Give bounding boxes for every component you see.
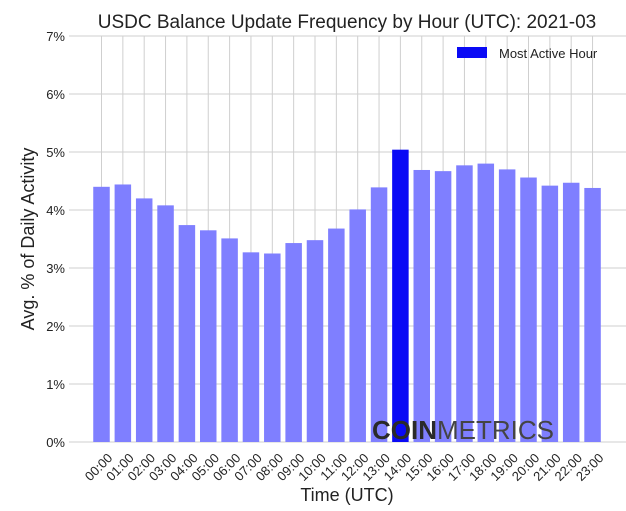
bar: [135, 198, 153, 442]
legend-label: Most Active Hour: [499, 46, 598, 61]
svg-text:COINMETRICS: COINMETRICS: [372, 415, 554, 445]
legend: Most Active Hour: [457, 46, 598, 61]
bar: [200, 230, 217, 442]
y-tick-label: 3%: [46, 261, 65, 276]
bars: [93, 149, 601, 443]
legend-swatch: [457, 47, 487, 58]
watermark-light: METRICS: [437, 415, 554, 445]
bar: [541, 185, 559, 442]
bar: [477, 163, 495, 442]
y-tick-labels: 0% 1% 2% 3% 4% 5% 6% 7%: [46, 29, 65, 450]
bar: [413, 169, 430, 443]
bar: [221, 238, 238, 442]
bar: [349, 209, 366, 442]
x-tick-labels: 00:0001:0002:0003:0004:0005:0006:0007:00…: [82, 450, 607, 484]
bar: [434, 171, 452, 442]
y-tick-label: 5%: [46, 145, 65, 160]
bar: [328, 228, 345, 442]
bar: [93, 186, 110, 442]
chart-title: USDC Balance Update Frequency by Hour (U…: [98, 12, 596, 33]
bar: [520, 177, 537, 442]
y-tick-label: 4%: [46, 203, 65, 218]
bar: [114, 184, 132, 443]
bar: [157, 205, 174, 442]
bar: [562, 182, 580, 443]
bar-most-active-hour: [392, 149, 409, 442]
y-axis-label: Avg. % of Daily Activity: [18, 148, 38, 331]
bar: [306, 240, 324, 442]
y-tick-label: 7%: [46, 29, 65, 44]
bar: [456, 165, 473, 442]
x-axis-label: Time (UTC): [300, 485, 393, 505]
bar: [370, 187, 388, 442]
coinmetrics-watermark: COINMETRICS: [372, 415, 554, 445]
bar: [242, 252, 260, 442]
bar: [498, 169, 516, 442]
y-tick-label: 6%: [46, 87, 65, 102]
y-tick-label: 0%: [46, 435, 65, 450]
watermark-bold: COIN: [372, 415, 437, 445]
y-tick-label: 1%: [46, 377, 65, 392]
bar: [584, 187, 601, 442]
bar: [285, 243, 302, 442]
bar: [178, 225, 196, 442]
bar: [264, 253, 281, 442]
y-tick-label: 2%: [46, 319, 65, 334]
